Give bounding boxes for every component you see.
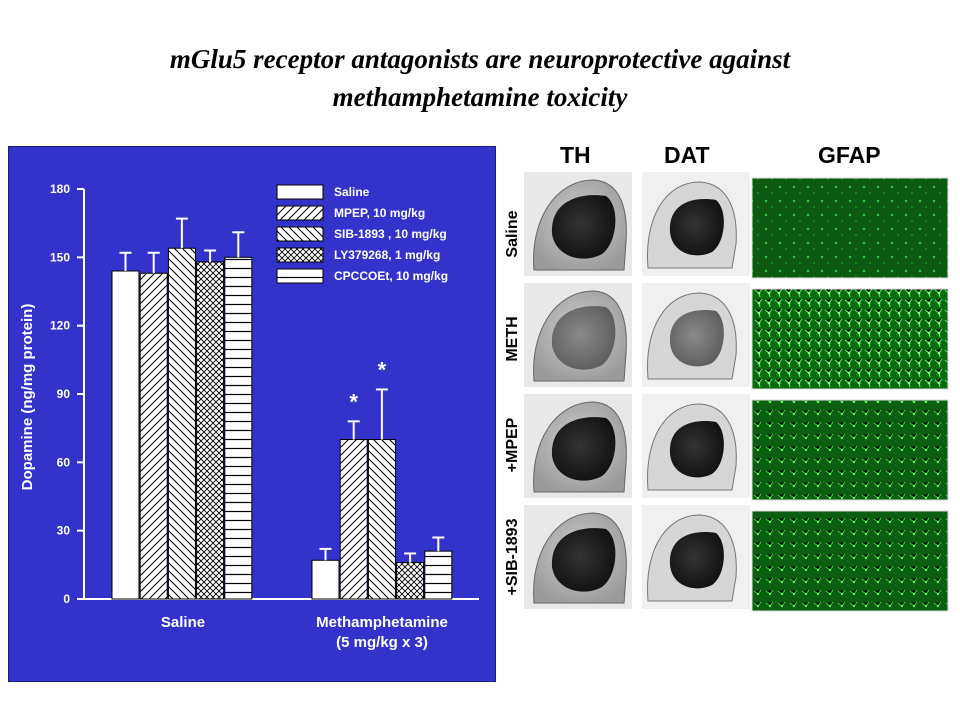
th-striatum xyxy=(551,417,616,481)
legend-label: LY379268, 1 mg/kg xyxy=(334,248,440,262)
y-tick-label: 60 xyxy=(57,455,71,469)
bar xyxy=(339,439,368,600)
th-striatum xyxy=(551,306,616,370)
dat-striatum xyxy=(669,421,724,478)
y-tick-label: 180 xyxy=(50,182,70,196)
row-label-mpep: +MPEP xyxy=(504,417,521,473)
bar-chart: 0 30 60 90 120 150 180 Dopamine (ng/mg protein)… xyxy=(19,182,479,651)
bar xyxy=(396,562,425,600)
legend-label: MPEP, 10 mg/kg xyxy=(334,206,425,220)
x-category-label: (5 mg/kg x 3) xyxy=(336,634,428,651)
bar xyxy=(139,272,168,600)
row-label-saline: Saline xyxy=(504,210,521,258)
column-header-gfap: GFAP xyxy=(818,142,881,168)
significance-star: * xyxy=(349,389,358,414)
legend-label: Saline xyxy=(334,185,370,199)
y-tick-label: 90 xyxy=(57,387,71,401)
legend-swatch xyxy=(276,226,324,242)
th-striatum xyxy=(551,528,616,592)
y-tick-label: 30 xyxy=(57,524,71,538)
gfap-micrograph xyxy=(751,177,949,279)
bar xyxy=(196,261,225,600)
legend-label: CPCCOEt, 10 mg/kg xyxy=(334,269,448,283)
row-label-meth: METH xyxy=(504,316,521,362)
row-label-sib: +SIB-1893 xyxy=(504,518,521,596)
micrograph-grid xyxy=(524,172,949,612)
x-category-label: Saline xyxy=(161,614,205,631)
legend-label: SIB-1893 , 10 mg/kg xyxy=(334,227,447,241)
title-line-2: methamphetamine toxicity xyxy=(332,82,628,112)
legend-swatch xyxy=(276,247,324,263)
th-striatum xyxy=(551,195,616,259)
legend-swatch xyxy=(276,268,324,284)
bar xyxy=(367,439,396,600)
gfap-micrograph xyxy=(751,510,949,612)
gfap-micrograph xyxy=(751,399,949,501)
bar-chart-panel: 0 30 60 90 120 150 180 Dopamine (ng/mg protein)… xyxy=(8,146,496,682)
column-header-dat: DAT xyxy=(664,142,710,168)
y-tick-label: 150 xyxy=(50,250,70,264)
dat-striatum xyxy=(669,199,724,256)
dat-striatum xyxy=(669,310,724,367)
bar xyxy=(111,270,140,600)
bar xyxy=(424,550,453,600)
y-tick-label: 120 xyxy=(50,319,70,333)
legend-swatch xyxy=(276,184,324,200)
bar xyxy=(311,559,340,600)
title-line-1: mGlu5 receptor antagonists are neuroprot… xyxy=(169,44,791,74)
dat-striatum xyxy=(669,532,724,589)
legend-swatch xyxy=(276,205,324,221)
significance-star: * xyxy=(378,357,387,382)
bar xyxy=(224,256,253,600)
x-category-label: Methamphetamine xyxy=(316,614,448,631)
y-tick-label: 0 xyxy=(63,592,70,606)
gfap-micrograph xyxy=(751,288,949,390)
slide-title: mGlu5 receptor antagonists are neuroprot… xyxy=(40,40,920,116)
column-header-th: TH xyxy=(560,142,591,168)
bar xyxy=(167,247,196,600)
y-axis-label: Dopamine (ng/mg protein) xyxy=(19,304,36,491)
